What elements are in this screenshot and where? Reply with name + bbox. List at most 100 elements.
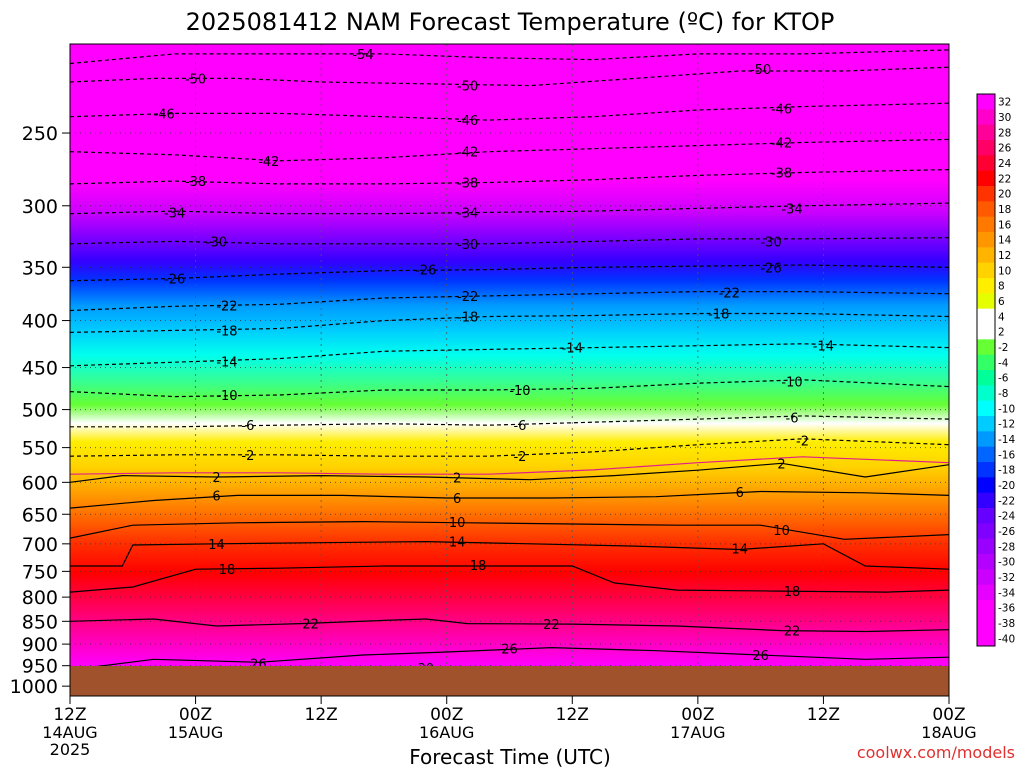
freezing-level-line xyxy=(70,456,949,475)
contour-label: 2 xyxy=(777,457,785,472)
colorbar-label: -24 xyxy=(998,511,1015,523)
contour-label: -14 xyxy=(813,340,834,355)
x-axis-label: Forecast Time (UTC) xyxy=(409,745,611,768)
contour-label: 6 xyxy=(212,489,220,504)
contour-label: 14 xyxy=(208,538,225,553)
contour-label: 18 xyxy=(470,559,487,574)
colorbar-swatch xyxy=(977,155,995,172)
colorbar-label: 20 xyxy=(998,189,1011,201)
contour-line-18 xyxy=(70,565,949,593)
colorbar-label: 30 xyxy=(998,112,1011,124)
x-tick-time-label: 00Z xyxy=(681,705,714,725)
contour-label: 22 xyxy=(543,618,560,633)
colorbar-swatch xyxy=(977,569,995,586)
colorbar-label: -38 xyxy=(998,618,1015,630)
colorbar-label: -18 xyxy=(998,465,1015,477)
colorbar-swatch xyxy=(977,124,995,141)
colorbar-swatch xyxy=(977,339,995,356)
y-tick-label: 400 xyxy=(22,311,58,333)
colorbar-label: -16 xyxy=(998,449,1015,461)
contour-label: -50 xyxy=(750,63,771,78)
colorbar-swatch xyxy=(977,508,995,524)
y-tick-label: 750 xyxy=(22,561,58,583)
contour-label: -34 xyxy=(457,206,478,221)
contour-label: 6 xyxy=(453,492,461,507)
colorbar-swatch xyxy=(977,600,995,616)
colorbar-swatch xyxy=(977,615,995,632)
x-tick-date-label: 17AUG xyxy=(670,723,725,742)
contour-label: -18 xyxy=(457,311,478,326)
colorbar-label: -4 xyxy=(998,357,1009,369)
y-tick-label: 350 xyxy=(22,257,58,279)
colorbar-swatch xyxy=(977,278,995,294)
contour-label: -30 xyxy=(206,235,227,250)
contour-label: -18 xyxy=(216,324,237,339)
y-tick-label: 450 xyxy=(22,358,58,380)
contour-label: -34 xyxy=(781,202,802,217)
contour-label: 10 xyxy=(449,516,466,531)
contour-label: -38 xyxy=(771,167,792,182)
contour-label: -26 xyxy=(760,261,781,276)
contour-labels: -54 -50 -50 -50 -46 -46 -46 -42 -42 -42 -38 -38 -38 -… xyxy=(154,48,834,677)
y-tick-label: 500 xyxy=(22,400,58,422)
contour-label: -54 xyxy=(352,48,373,63)
contour-label: -50 xyxy=(185,72,206,87)
x-tick-time-label: 00Z xyxy=(430,705,463,725)
contour-label: 2 xyxy=(453,472,461,487)
contour-line-22 xyxy=(70,618,949,633)
colorbar-label: 28 xyxy=(998,127,1011,139)
contour-label: -2 xyxy=(241,449,254,464)
colorbar-label: -10 xyxy=(998,403,1015,415)
colorbar-swatch xyxy=(977,216,995,233)
contour-label: 22 xyxy=(302,618,319,633)
contour-label: -2 xyxy=(513,450,526,465)
contour-label: 14 xyxy=(731,542,748,557)
contour-line-10 xyxy=(70,520,949,540)
contour-label: 18 xyxy=(219,563,236,578)
contour-lines xyxy=(70,49,949,666)
colorbar-swatch xyxy=(977,385,995,402)
x-tick-time-label: 12Z xyxy=(807,705,840,725)
contour-label: 6 xyxy=(736,486,744,501)
colorbar-swatch xyxy=(977,293,995,310)
colorbar-label: -36 xyxy=(998,603,1015,615)
colorbar-label: -6 xyxy=(998,373,1009,385)
colorbar-swatch xyxy=(977,584,995,601)
contour-label: 2 xyxy=(212,471,220,486)
colorbar-swatch xyxy=(977,109,995,126)
x-tick-date-label: 18AUG xyxy=(921,723,976,742)
colorbar-label: -34 xyxy=(998,587,1015,599)
y-tick-label: 550 xyxy=(22,438,58,460)
y-tick-label: 650 xyxy=(22,504,58,526)
colorbar-swatch xyxy=(977,232,995,248)
colorbar-label: 18 xyxy=(998,204,1011,216)
colorbar-label: 2 xyxy=(998,327,1005,339)
contour-label: -38 xyxy=(457,177,478,192)
y-tick-label: 700 xyxy=(22,534,58,556)
colorbar-swatch xyxy=(977,140,995,156)
contour-label: -6 xyxy=(241,419,254,434)
contour-label: -22 xyxy=(457,290,478,305)
y-tick-label: 1000 xyxy=(10,676,58,698)
colorbar-legend: 32 30 28 26 24 22 20 18 16 14 12 10 8 6 4 2 -2 -4 -6 -8 -10 -… xyxy=(976,93,1015,647)
x-tick-time-label: 12Z xyxy=(305,705,338,725)
colorbar-swatch xyxy=(977,324,995,340)
y-tick-label: 600 xyxy=(22,472,58,494)
x-tick-time-label: 12Z xyxy=(53,705,86,725)
colorbar-label: 14 xyxy=(998,235,1012,247)
contour-label: -46 xyxy=(154,107,175,122)
colorbar-label: 22 xyxy=(998,173,1011,185)
contour-label: -46 xyxy=(771,102,792,117)
y-tick-label: 950 xyxy=(22,656,58,678)
ground-surface xyxy=(70,666,949,696)
y-tick-label: 250 xyxy=(22,123,58,145)
contour-line--50 xyxy=(70,66,949,87)
colorbar-label: 24 xyxy=(998,158,1012,170)
contour-label: -10 xyxy=(781,375,802,390)
contour-label: -6 xyxy=(786,411,799,426)
contour-label: 18 xyxy=(784,585,801,600)
colorbar-label: -26 xyxy=(998,526,1015,538)
contour-label: -2 xyxy=(796,434,809,449)
